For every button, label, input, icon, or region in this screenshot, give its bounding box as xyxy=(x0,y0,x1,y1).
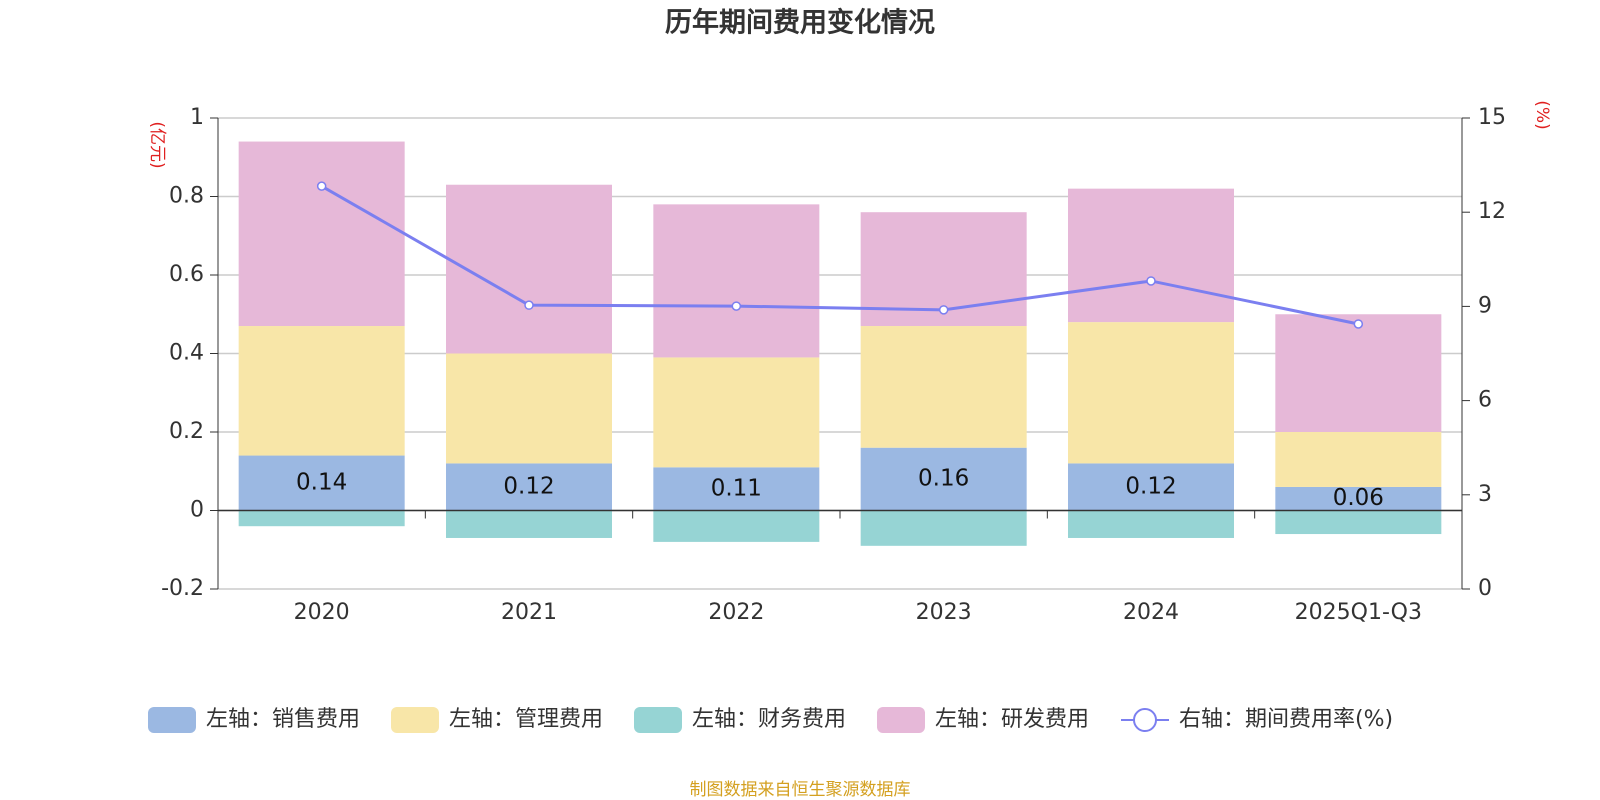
data-label: 0.14 xyxy=(296,470,347,496)
legend-label: 左轴：财务费用 xyxy=(692,707,846,732)
bar xyxy=(1068,463,1234,511)
data-label: 0.16 xyxy=(918,466,969,492)
bar xyxy=(653,357,820,468)
legend-swatch xyxy=(634,707,682,733)
legend-label: 左轴：管理费用 xyxy=(449,707,603,732)
x-tick-label: 2025Q1-Q3 xyxy=(1295,600,1422,625)
line-point xyxy=(316,181,327,191)
bar xyxy=(1068,322,1234,464)
bar xyxy=(238,510,405,527)
x-tick-label: 2024 xyxy=(1123,600,1179,625)
legend-label: 左轴：研发费用 xyxy=(935,707,1089,732)
y2-tick-label: 6 xyxy=(1478,388,1492,413)
y-tick-label: -0.2 xyxy=(161,576,204,601)
x-tick-label: 2021 xyxy=(501,600,557,625)
y2-tick-label: 15 xyxy=(1478,105,1506,130)
bar xyxy=(860,447,1027,511)
bar xyxy=(238,141,405,327)
chart-title: 历年期间费用变化情况 xyxy=(665,7,935,39)
y2-tick-label: 12 xyxy=(1478,199,1506,224)
y-tick-label: 1 xyxy=(190,105,204,130)
bar xyxy=(238,455,405,511)
data-label: 0.06 xyxy=(1333,485,1384,511)
bar xyxy=(1068,510,1234,538)
y2-tick-label: 9 xyxy=(1478,293,1492,318)
bar xyxy=(653,204,820,358)
y-tick-label: 0.6 xyxy=(169,262,204,287)
y2-tick-label: 0 xyxy=(1478,576,1492,601)
bar xyxy=(1275,314,1442,432)
y-tick-label: 0.8 xyxy=(169,184,204,209)
legend-swatch xyxy=(1133,708,1157,732)
bar xyxy=(446,463,612,511)
y-tick-label: 0.2 xyxy=(169,419,204,444)
x-tick-label: 2020 xyxy=(294,600,350,625)
bar xyxy=(1275,510,1442,535)
data-label: 0.11 xyxy=(711,475,762,501)
bar xyxy=(860,510,1027,546)
legend-swatch xyxy=(148,707,196,733)
legend-swatch xyxy=(877,707,925,733)
line xyxy=(320,184,1359,326)
line-point xyxy=(1353,319,1364,329)
legend-swatch xyxy=(391,707,439,733)
line-point xyxy=(1146,276,1156,286)
bar xyxy=(860,326,1027,448)
bar xyxy=(446,510,612,538)
y-tick-label: 0 xyxy=(190,498,204,523)
bar xyxy=(653,467,820,511)
line-point xyxy=(938,305,949,315)
data-label: 0.12 xyxy=(503,473,554,499)
y2-axis-title: (%) xyxy=(1532,100,1552,129)
line-point xyxy=(524,300,534,310)
bar xyxy=(1275,486,1442,511)
y-tick-label: 0.4 xyxy=(169,341,204,366)
source-note: 制图数据来自恒生聚源数据库 xyxy=(690,780,911,800)
bar xyxy=(1068,188,1234,323)
x-tick-label: 2023 xyxy=(916,600,972,625)
y-axis-title: (亿元) xyxy=(147,121,167,168)
bar xyxy=(653,510,820,542)
bar xyxy=(446,353,612,464)
bar xyxy=(446,184,612,354)
legend-label: 右轴：期间费用率(%) xyxy=(1179,707,1393,732)
bar xyxy=(1275,432,1442,487)
x-tick-label: 2022 xyxy=(708,600,764,625)
bar xyxy=(238,326,405,456)
line-point xyxy=(731,301,742,311)
data-label: 0.12 xyxy=(1125,473,1176,499)
legend-label: 左轴：销售费用 xyxy=(206,707,360,732)
y2-tick-label: 3 xyxy=(1478,482,1492,507)
